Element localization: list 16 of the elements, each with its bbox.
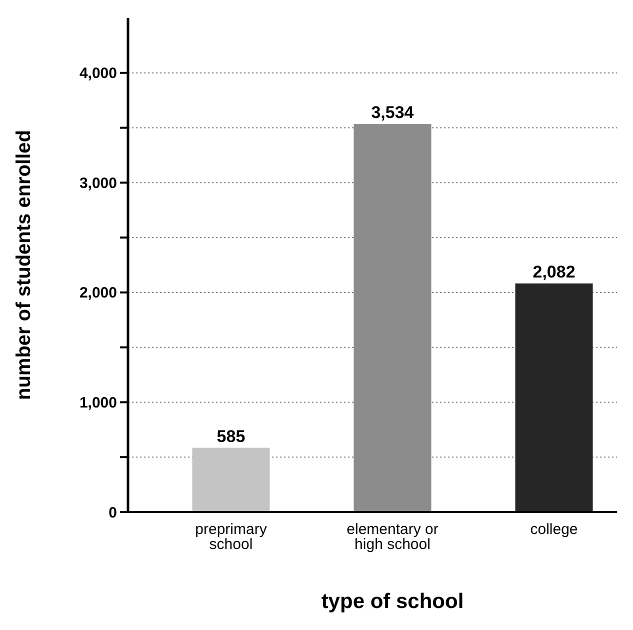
bar [192, 448, 270, 512]
x-tick-label: preprimary school [195, 521, 268, 553]
x-tick-label: college [530, 521, 578, 538]
data-label: 585 [216, 426, 246, 446]
bar [354, 124, 432, 512]
x-axis-title: type of school [321, 590, 464, 613]
y-tick-label: 4,000 [79, 65, 117, 82]
y-tick-label: 0 [108, 504, 117, 522]
x-tick-label: elementary or high school [346, 521, 438, 553]
data-label: 3,534 [371, 103, 414, 122]
y-tick-label: 2,000 [79, 284, 117, 302]
y-axis-title: number of students enrolled [13, 130, 35, 400]
y-tick-label: 1,000 [79, 394, 117, 412]
bar [515, 283, 593, 512]
y-tick-label: 3,000 [79, 174, 117, 192]
data-label: 2,082 [532, 262, 576, 282]
